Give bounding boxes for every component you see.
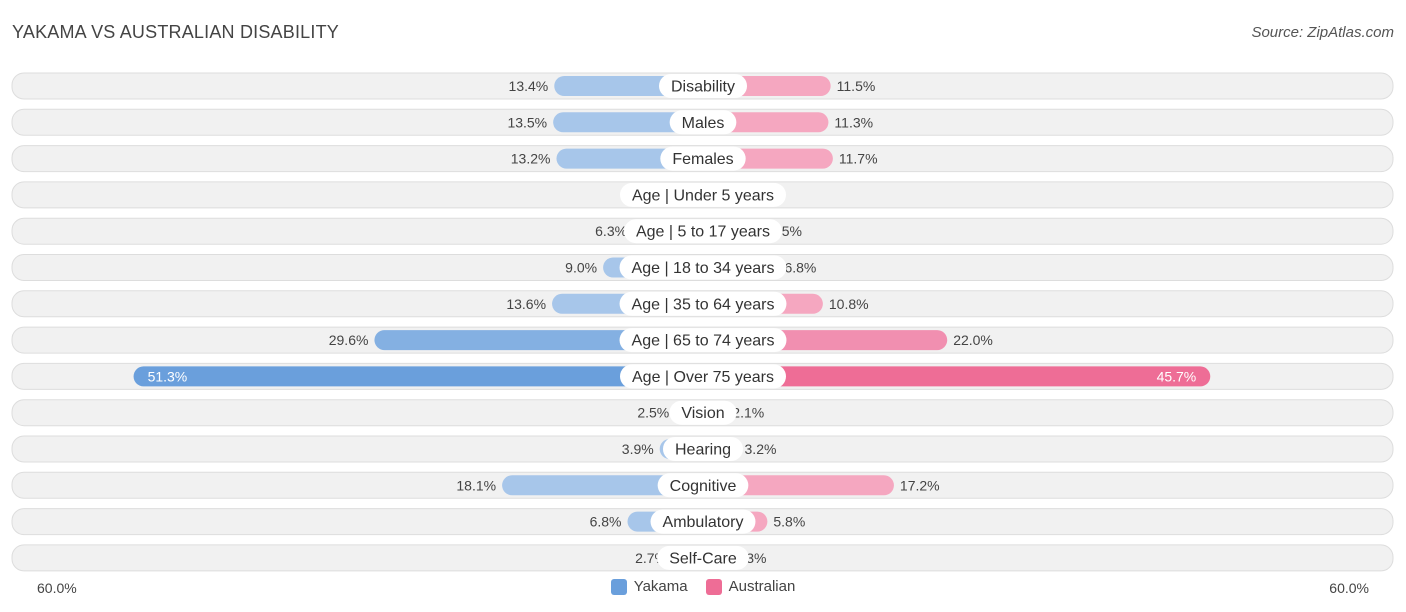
legend-swatch-australian [705,578,722,595]
bar-yakama [502,475,703,496]
category-label: Age | 35 to 64 years [632,296,775,313]
category-label-pill [619,182,787,207]
value-label-australian: 17.2% [900,477,940,493]
category-label-pill [669,110,737,135]
value-label-yakama: 2.5% [637,405,669,421]
category-label-pill [620,364,786,389]
diverging-bar-chart: 13.4% 11.5% Disability 13.5% 11.3% Males 13.2%… [11,72,1394,572]
category-label: Hearing [675,442,731,459]
category-label: Age | Under 5 years [632,187,774,204]
source-credit: Source: ZipAtlas.com [1251,24,1394,41]
value-label-yakama: 13.2% [511,151,551,167]
bar-australian [703,366,1211,387]
value-label-yakama: 9.0% [565,260,597,276]
axis-right-label: 60.0% [1329,580,1369,596]
category-label: Age | 5 to 17 years [636,224,770,241]
value-label-yakama: 3.9% [622,441,654,457]
value-label-yakama: 6.8% [590,514,622,530]
category-label-pill [623,219,783,244]
value-label-australian: 22.0% [953,332,993,348]
category-label-pill [650,509,756,534]
legend-swatch-yakama [610,578,627,595]
category-label: Cognitive [670,478,737,495]
category-label-pill [660,146,746,171]
legend-label-yakama: Yakama [633,578,688,595]
value-label-australian: 11.5% [837,78,876,94]
value-label-yakama: 13.6% [506,296,546,312]
category-label-pill [657,545,749,570]
value-label-australian: 2.1% [732,405,764,421]
value-label-australian: 5.8% [773,514,805,530]
value-label-australian: 3.2% [745,441,777,457]
category-label-pill [619,255,787,280]
category-label: Females [672,151,733,168]
legend-label-australian: Australian [728,578,796,595]
legend: Yakama Australian [0,578,1406,595]
axis-left-label: 60.0% [37,580,77,596]
value-label-australian: 11.7% [839,151,878,167]
bar-yakama [133,366,703,387]
category-label-pill [619,328,787,353]
value-label-australian: 6.8% [784,260,816,276]
category-label: Disability [671,79,735,96]
category-label-pill [619,291,787,316]
legend-item-australian[interactable]: Australian [705,578,796,595]
category-label-pill [657,473,749,498]
bar-yakama [553,112,703,133]
value-label-yakama: 6.3% [595,223,627,239]
category-label: Vision [681,405,724,422]
value-label-australian: 10.8% [829,296,869,312]
category-label: Age | 18 to 34 years [632,260,775,277]
value-label-yakama: 13.4% [509,78,549,94]
value-label-australian: 11.3% [834,114,873,130]
category-label: Males [682,115,725,132]
value-label-yakama: 13.5% [507,114,547,130]
category-label: Age | Over 75 years [632,369,774,386]
category-label-pill [669,400,737,425]
category-label-pill [662,437,744,461]
legend-item-yakama[interactable]: Yakama [610,578,688,595]
value-label-yakama: 18.1% [456,477,496,493]
category-label-pill [658,74,748,98]
value-label-yakama: 29.6% [329,332,369,348]
value-label-yakama: 51.3% [148,368,188,384]
category-label: Age | 65 to 74 years [632,333,775,350]
category-label: Ambulatory [663,514,744,531]
value-label-australian: 45.7% [1157,368,1197,384]
chart-title: YAKAMA VS AUSTRALIAN DISABILITY [12,22,339,42]
bar-australian [703,475,894,496]
category-label: Self-Care [669,550,737,567]
